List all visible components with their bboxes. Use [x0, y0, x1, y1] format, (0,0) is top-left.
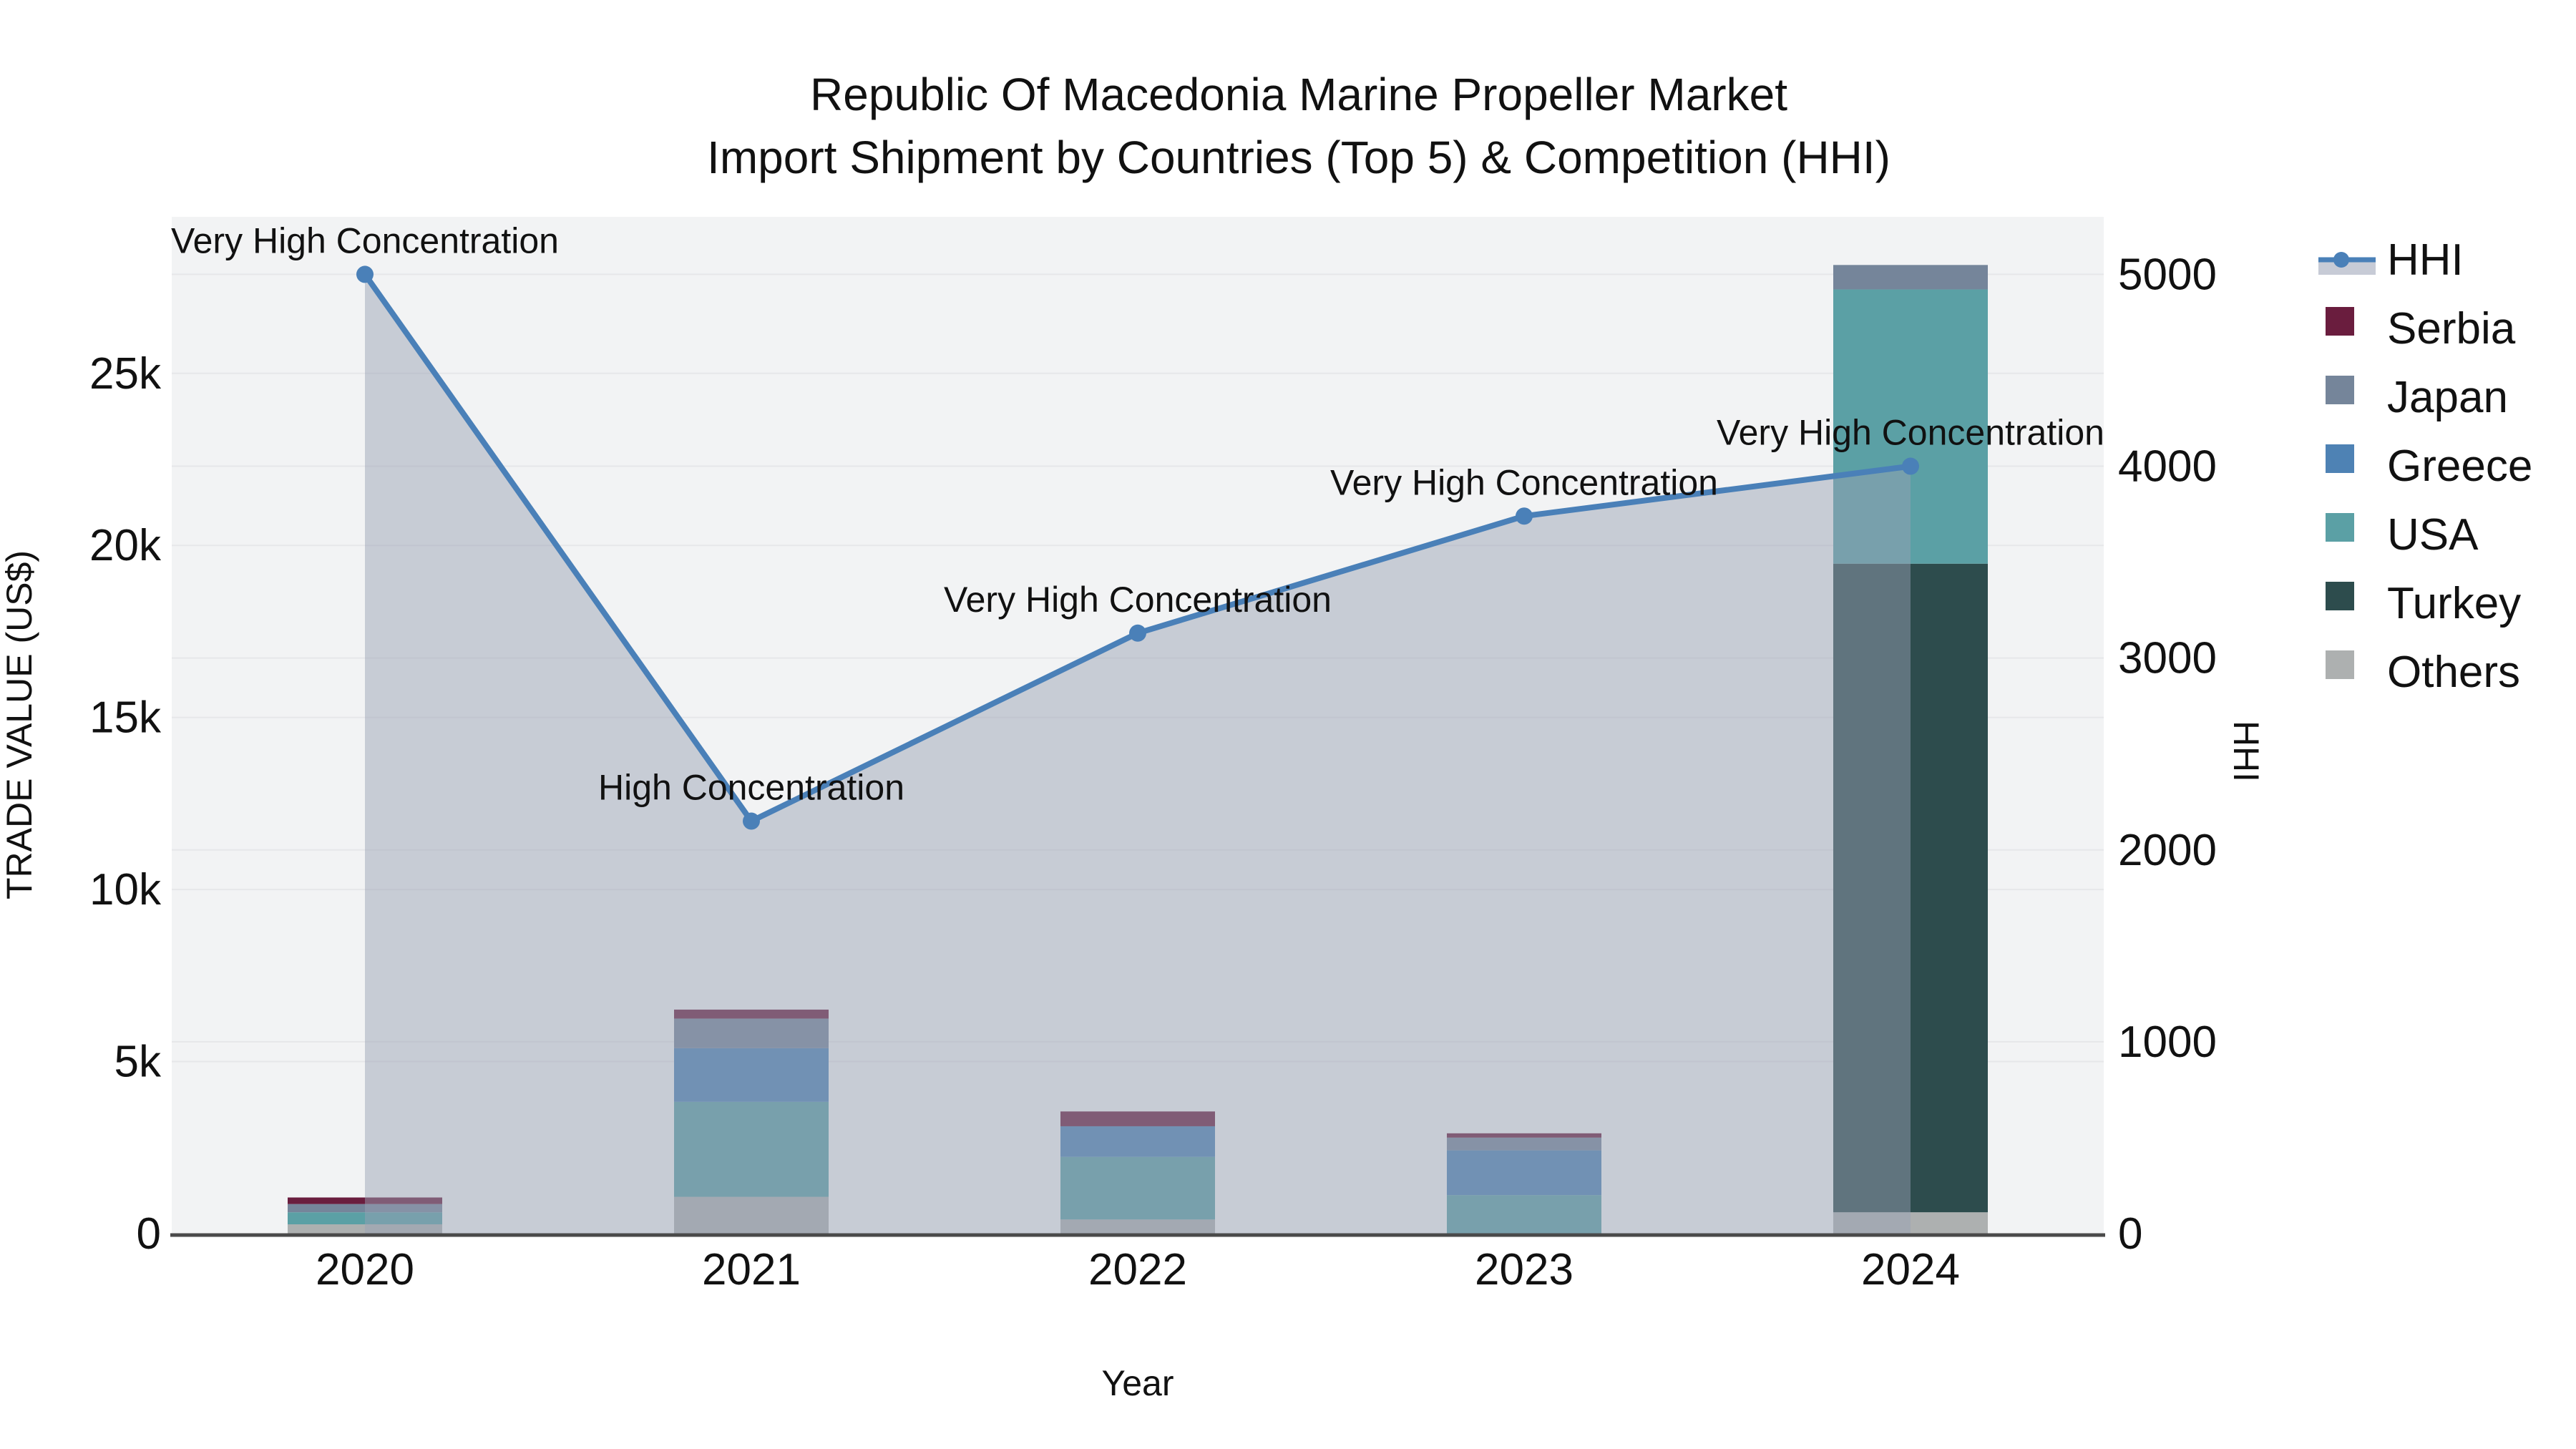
legend-swatch-icon [2318, 650, 2376, 693]
bar-greece-2023[interactable] [1447, 1150, 1601, 1196]
legend-item-turkey[interactable]: Turkey [2318, 569, 2532, 638]
legend-label-hhi: HHI [2387, 235, 2464, 285]
legend-item-others[interactable]: Others [2318, 638, 2532, 706]
y-right-tick-2000: 2000 [2118, 826, 2217, 875]
legend-item-hhi[interactable]: HHI [2318, 225, 2532, 294]
legend-swatch-icon [2318, 582, 2376, 625]
bar-japan-2020[interactable] [288, 1204, 442, 1213]
x-tick-2021[interactable]: 2021 [702, 1245, 801, 1294]
legend-swatch-icon [2318, 444, 2376, 487]
legend-label-greece: Greece [2387, 441, 2533, 491]
legend-item-japan[interactable]: Japan [2318, 363, 2532, 431]
x-axis-title: Year [1101, 1363, 1174, 1403]
y-left-axis-title: TRADE VALUE (US$) [0, 550, 39, 899]
annotation-2023: Very High Concentration [1330, 462, 1718, 502]
bar-turkey-2024[interactable] [1833, 563, 1988, 1213]
y-left-tick-20k: 20k [89, 521, 162, 570]
y-right-axis-title: HHI [2226, 721, 2266, 782]
bar-others-2021[interactable] [674, 1196, 829, 1234]
annotation-2022: Very High Concentration [944, 580, 1332, 620]
color-swatch-others [2326, 650, 2354, 679]
bar-usa-2021[interactable] [674, 1101, 829, 1197]
y-left-tick-5k: 5k [114, 1038, 162, 1087]
chart-title-line2: Import Shipment by Countries (Top 5) & C… [707, 132, 1890, 183]
chart-title-line1: Republic Of Macedonia Marine Propeller M… [810, 69, 1787, 120]
bar-usa-2023[interactable] [1447, 1195, 1601, 1234]
hhi-area [365, 274, 1911, 1234]
color-swatch-serbia [2326, 307, 2354, 336]
legend-label-others: Others [2387, 647, 2521, 697]
y-left-tick-15k: 15k [89, 693, 162, 743]
x-tick-2022[interactable]: 2022 [1088, 1245, 1187, 1294]
color-swatch-turkey [2326, 582, 2354, 610]
bar-serbia-2022[interactable] [1060, 1111, 1215, 1126]
bar-serbia-2020[interactable] [288, 1197, 442, 1204]
chart-title: Republic Of Macedonia Marine Propeller M… [707, 63, 1890, 189]
color-swatch-greece [2326, 444, 2354, 473]
plot-background [172, 217, 2104, 1234]
bar-japan-2023[interactable] [1447, 1137, 1601, 1151]
legend-item-serbia[interactable]: Serbia [2318, 294, 2532, 363]
bar-serbia-2021[interactable] [674, 1009, 829, 1019]
y-right-tick-0: 0 [2118, 1209, 2142, 1259]
legend-line-sample-icon [2318, 238, 2376, 281]
bar-usa-2022[interactable] [1060, 1156, 1215, 1220]
legend-swatch-icon [2318, 513, 2376, 556]
bar-usa-2024[interactable] [1833, 289, 1988, 564]
annotation-2021: High Concentration [598, 768, 904, 808]
legend-item-usa[interactable]: USA [2318, 500, 2532, 569]
y-right-tick-5000: 5000 [2118, 250, 2217, 299]
legend-label-turkey: Turkey [2387, 578, 2522, 628]
bar-others-2020[interactable] [288, 1224, 442, 1234]
bar-others-2022[interactable] [1060, 1219, 1215, 1234]
y-left-tick-25k: 25k [89, 349, 162, 399]
legend-swatch-icon [2318, 307, 2376, 350]
x-tick-2024[interactable]: 2024 [1861, 1245, 1960, 1294]
hhi-point-2020[interactable] [356, 265, 374, 283]
annotation-2024: Very High Concentration [1717, 413, 2104, 453]
legend-label-serbia: Serbia [2387, 303, 2516, 353]
x-tick-2020[interactable]: 2020 [316, 1245, 414, 1294]
y-right-tick-4000: 4000 [2118, 442, 2217, 492]
legend-label-japan: Japan [2387, 372, 2508, 422]
x-tick-2023[interactable]: 2023 [1475, 1245, 1574, 1294]
bar-japan-2024[interactable] [1833, 265, 1988, 290]
bar-greece-2021[interactable] [674, 1048, 829, 1102]
bar-serbia-2023[interactable] [1447, 1133, 1601, 1138]
y-left-tick-10k: 10k [89, 865, 162, 914]
legend: HHI Serbia Japan Greece USA Turkey Others [2318, 225, 2532, 706]
hhi-point-2021[interactable] [743, 812, 760, 830]
hhi-point-2024[interactable] [1902, 457, 1919, 475]
hhi-point-2023[interactable] [1516, 507, 1533, 525]
legend-item-greece[interactable]: Greece [2318, 431, 2532, 500]
color-swatch-japan [2326, 376, 2354, 404]
y-right-tick-3000: 3000 [2118, 634, 2217, 683]
bar-others-2024[interactable] [1833, 1212, 1988, 1234]
bar-greece-2022[interactable] [1060, 1126, 1215, 1157]
color-swatch-usa [2326, 513, 2354, 542]
legend-label-usa: USA [2387, 509, 2479, 560]
y-right-tick-1000: 1000 [2118, 1018, 2217, 1067]
bar-japan-2021[interactable] [674, 1018, 829, 1048]
hhi-point-2022[interactable] [1129, 624, 1146, 642]
annotation-2020: Very High Concentration [171, 220, 559, 260]
legend-swatch-icon [2318, 376, 2376, 419]
bar-usa-2020[interactable] [288, 1212, 442, 1225]
y-left-tick-0: 0 [137, 1209, 161, 1259]
